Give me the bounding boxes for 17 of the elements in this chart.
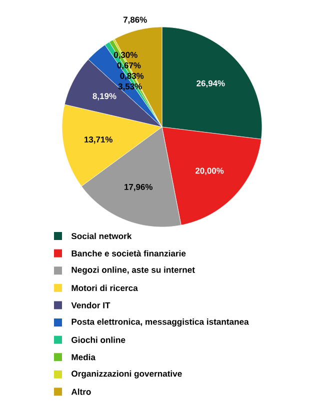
legend-label: Altro [71,388,91,395]
data-label: 8,19% [92,93,116,100]
legend-label: Organizzazioni governative [72,370,182,378]
data-label: 17,96% [124,184,152,192]
legend-label: Vendor IT [71,302,110,308]
data-label: 20,00% [195,168,224,175]
data-label: 26,94% [196,80,225,88]
legend-label: Giochi online [72,336,126,343]
legend-label: Media [72,354,96,360]
legend-label: Posta elettronica, messaggistica istantanea [72,318,249,327]
data-label: 7,86% [123,16,147,24]
data-label: 13,71% [84,136,112,144]
legend-label: Negozi online, aste su internet [72,266,195,275]
legend-label: Social network [71,232,132,240]
legend-label: Motori di ricerca [72,284,138,292]
data-label: 0,83% [120,72,144,80]
legend-label: Banche e società finanziarie [72,250,186,256]
